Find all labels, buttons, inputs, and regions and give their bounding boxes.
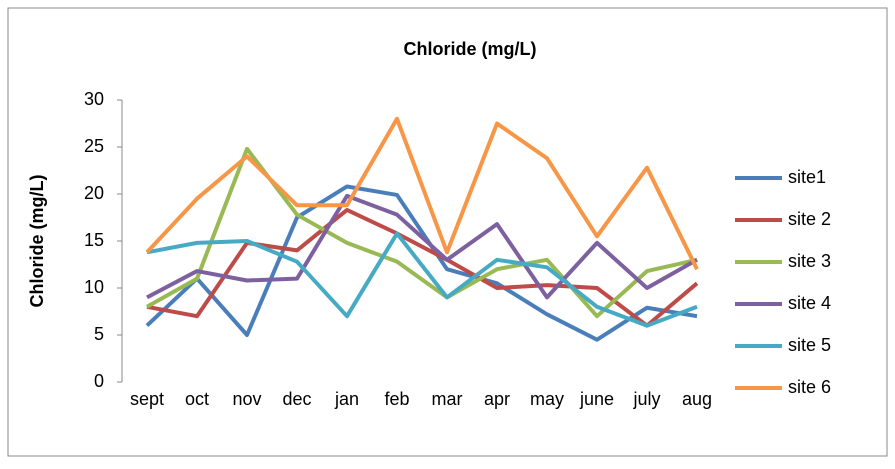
y-tick-label: 10 [84,277,104,297]
x-tick-label: july [632,389,660,409]
y-tick-label: 15 [84,230,104,250]
y-tick-label: 20 [84,183,104,203]
legend-label: site 4 [788,293,831,313]
series-line [145,116,699,271]
series-line [146,207,699,328]
legend-label: site1 [788,167,826,187]
x-tick-label: may [530,389,564,409]
chart-border [7,7,888,457]
series-line [146,231,698,328]
x-tick-label: june [579,389,614,409]
x-tick-label: jan [334,389,359,409]
series-line [146,193,698,300]
x-tick-label: aug [682,389,712,409]
x-tick-label: dec [282,389,311,409]
y-tick-label: 0 [94,371,104,391]
x-tick-label: nov [232,389,261,409]
series-line [145,184,698,342]
chart-title: Chloride (mg/L) [404,39,537,59]
y-tick-label: 5 [94,324,104,344]
legend-label: site 3 [788,251,831,271]
x-tick-label: feb [384,389,409,409]
legend-label: site 6 [788,377,831,397]
legend-label: site 5 [788,335,831,355]
x-tick-label: mar [432,389,463,409]
x-tick-label: oct [185,389,209,409]
y-tick-label: 25 [84,136,104,156]
y-axis-label: Chloride (mg/L) [27,175,47,308]
x-tick-label: sept [130,389,164,409]
legend-label: site 2 [788,209,831,229]
x-tick-label: apr [484,389,510,409]
y-tick-label: 30 [84,89,104,109]
